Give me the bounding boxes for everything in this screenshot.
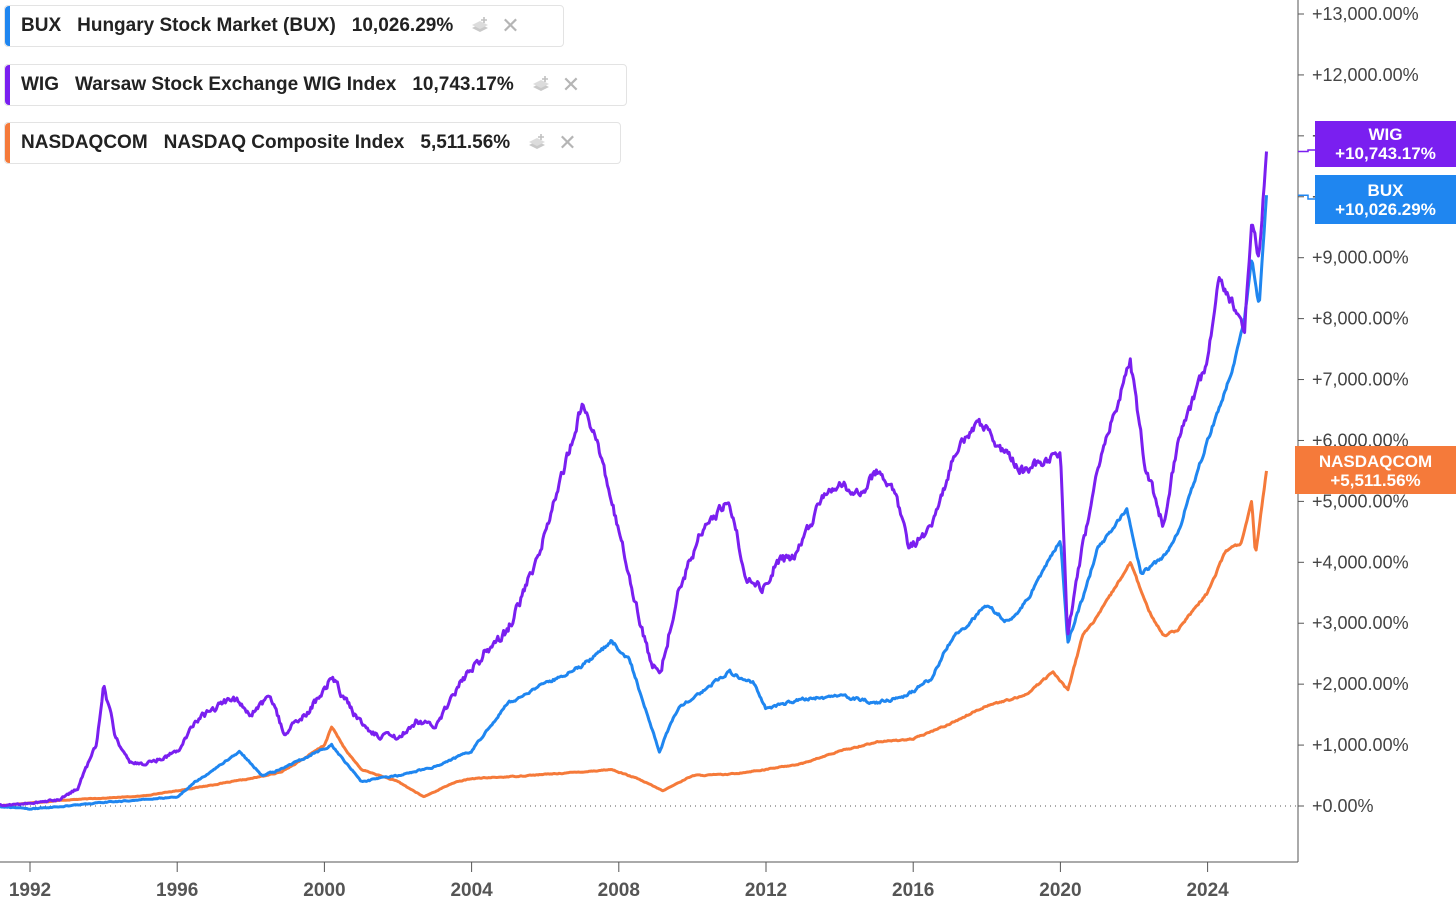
legend-value: 10,743.17% — [412, 74, 514, 95]
series-line-nasdaqcom — [0, 470, 1268, 808]
layers-icon[interactable] — [530, 74, 552, 96]
series-line-bux — [0, 195, 1268, 811]
series-color-bar — [5, 123, 10, 163]
last-value-tag-bux: BUX +10,026.29% — [1315, 175, 1456, 224]
layers-icon[interactable] — [526, 132, 548, 154]
y-tick-label: +3,000.00% — [1312, 613, 1409, 633]
y-tick-label: +1,000.00% — [1312, 735, 1409, 755]
y-tick-label: +4,000.00% — [1312, 552, 1409, 572]
last-value-tag-nasdaqcom: NASDAQCOM +5,511.56% — [1295, 446, 1456, 494]
y-tick-label: +12,000.00% — [1312, 65, 1419, 85]
series-color-bar — [5, 6, 10, 46]
tag-label: NASDAQCOM — [1318, 452, 1433, 471]
y-axis-ticks: +0.00% +1,000.00% +2,000.00% +3,000.00% +4,0… — [1298, 4, 1419, 816]
legend-value: 10,026.29% — [351, 15, 454, 36]
tag-value: +10,026.29% — [1335, 200, 1436, 219]
legend-symbol: BUX — [21, 15, 62, 36]
y-tick-label: +13,000.00% — [1312, 4, 1419, 24]
x-tick-label: 2024 — [1186, 880, 1229, 901]
y-tick-label: +7,000.00% — [1312, 370, 1409, 390]
y-tick-label: +5,000.00% — [1312, 491, 1409, 511]
legend-symbol: NASDAQCOM — [21, 132, 148, 153]
tag-value: +10,743.17% — [1335, 144, 1436, 163]
last-value-tag-wig: WIG +10,743.17% — [1315, 121, 1456, 167]
legend-name: NASDAQ Composite Index — [163, 132, 405, 153]
x-tick-label: 2020 — [1039, 880, 1081, 901]
legend-name: Warsaw Stock Exchange WIG Index — [75, 74, 397, 95]
tag-connectors — [1298, 149, 1316, 200]
x-tick-label: 2004 — [450, 880, 493, 901]
legend-item-wig[interactable]: WIG Warsaw Stock Exchange WIG Index 10,7… — [4, 64, 627, 106]
x-tick-label: 2008 — [598, 880, 640, 901]
y-tick-label: +0.00% — [1312, 796, 1374, 816]
x-tick-label: 2012 — [745, 880, 787, 901]
legend-item-nasdaqcom[interactable]: NASDAQCOM NASDAQ Composite Index 5,511.5… — [4, 122, 621, 164]
y-tick-label: +9,000.00% — [1312, 248, 1409, 268]
x-tick-label: 1992 — [9, 880, 51, 901]
tag-label: BUX — [1367, 181, 1404, 200]
legend-name: Hungary Stock Market (BUX) — [77, 15, 336, 36]
series-color-bar — [5, 65, 10, 105]
series-line-wig — [0, 151, 1268, 808]
x-tick-label: 2016 — [892, 880, 934, 901]
layers-icon[interactable] — [469, 15, 491, 37]
x-tick-label: 1996 — [156, 880, 198, 901]
legend-symbol: WIG — [21, 74, 59, 95]
legend-value: 5,511.56% — [420, 132, 511, 153]
y-tick-label: +8,000.00% — [1312, 309, 1409, 329]
legend-item-bux[interactable]: BUX Hungary Stock Market (BUX) 10,026.29… — [4, 5, 564, 47]
series-layer — [0, 151, 1268, 811]
close-icon[interactable]: ✕ — [558, 130, 577, 155]
tag-connector-wig — [1298, 149, 1316, 153]
tag-connector-bux — [1298, 194, 1316, 200]
tag-label: WIG — [1368, 125, 1403, 144]
tag-value: +5,511.56% — [1330, 471, 1421, 490]
close-icon[interactable]: ✕ — [561, 72, 581, 97]
y-tick-label: +2,000.00% — [1312, 674, 1409, 694]
close-icon[interactable]: ✕ — [501, 13, 520, 38]
y-tick-label: +6,000.00% — [1312, 430, 1409, 450]
x-tick-label: 2000 — [303, 880, 345, 901]
x-axis-ticks: 1992 1996 2000 2004 2008 2012 2016 2020 2024 — [9, 862, 1229, 901]
